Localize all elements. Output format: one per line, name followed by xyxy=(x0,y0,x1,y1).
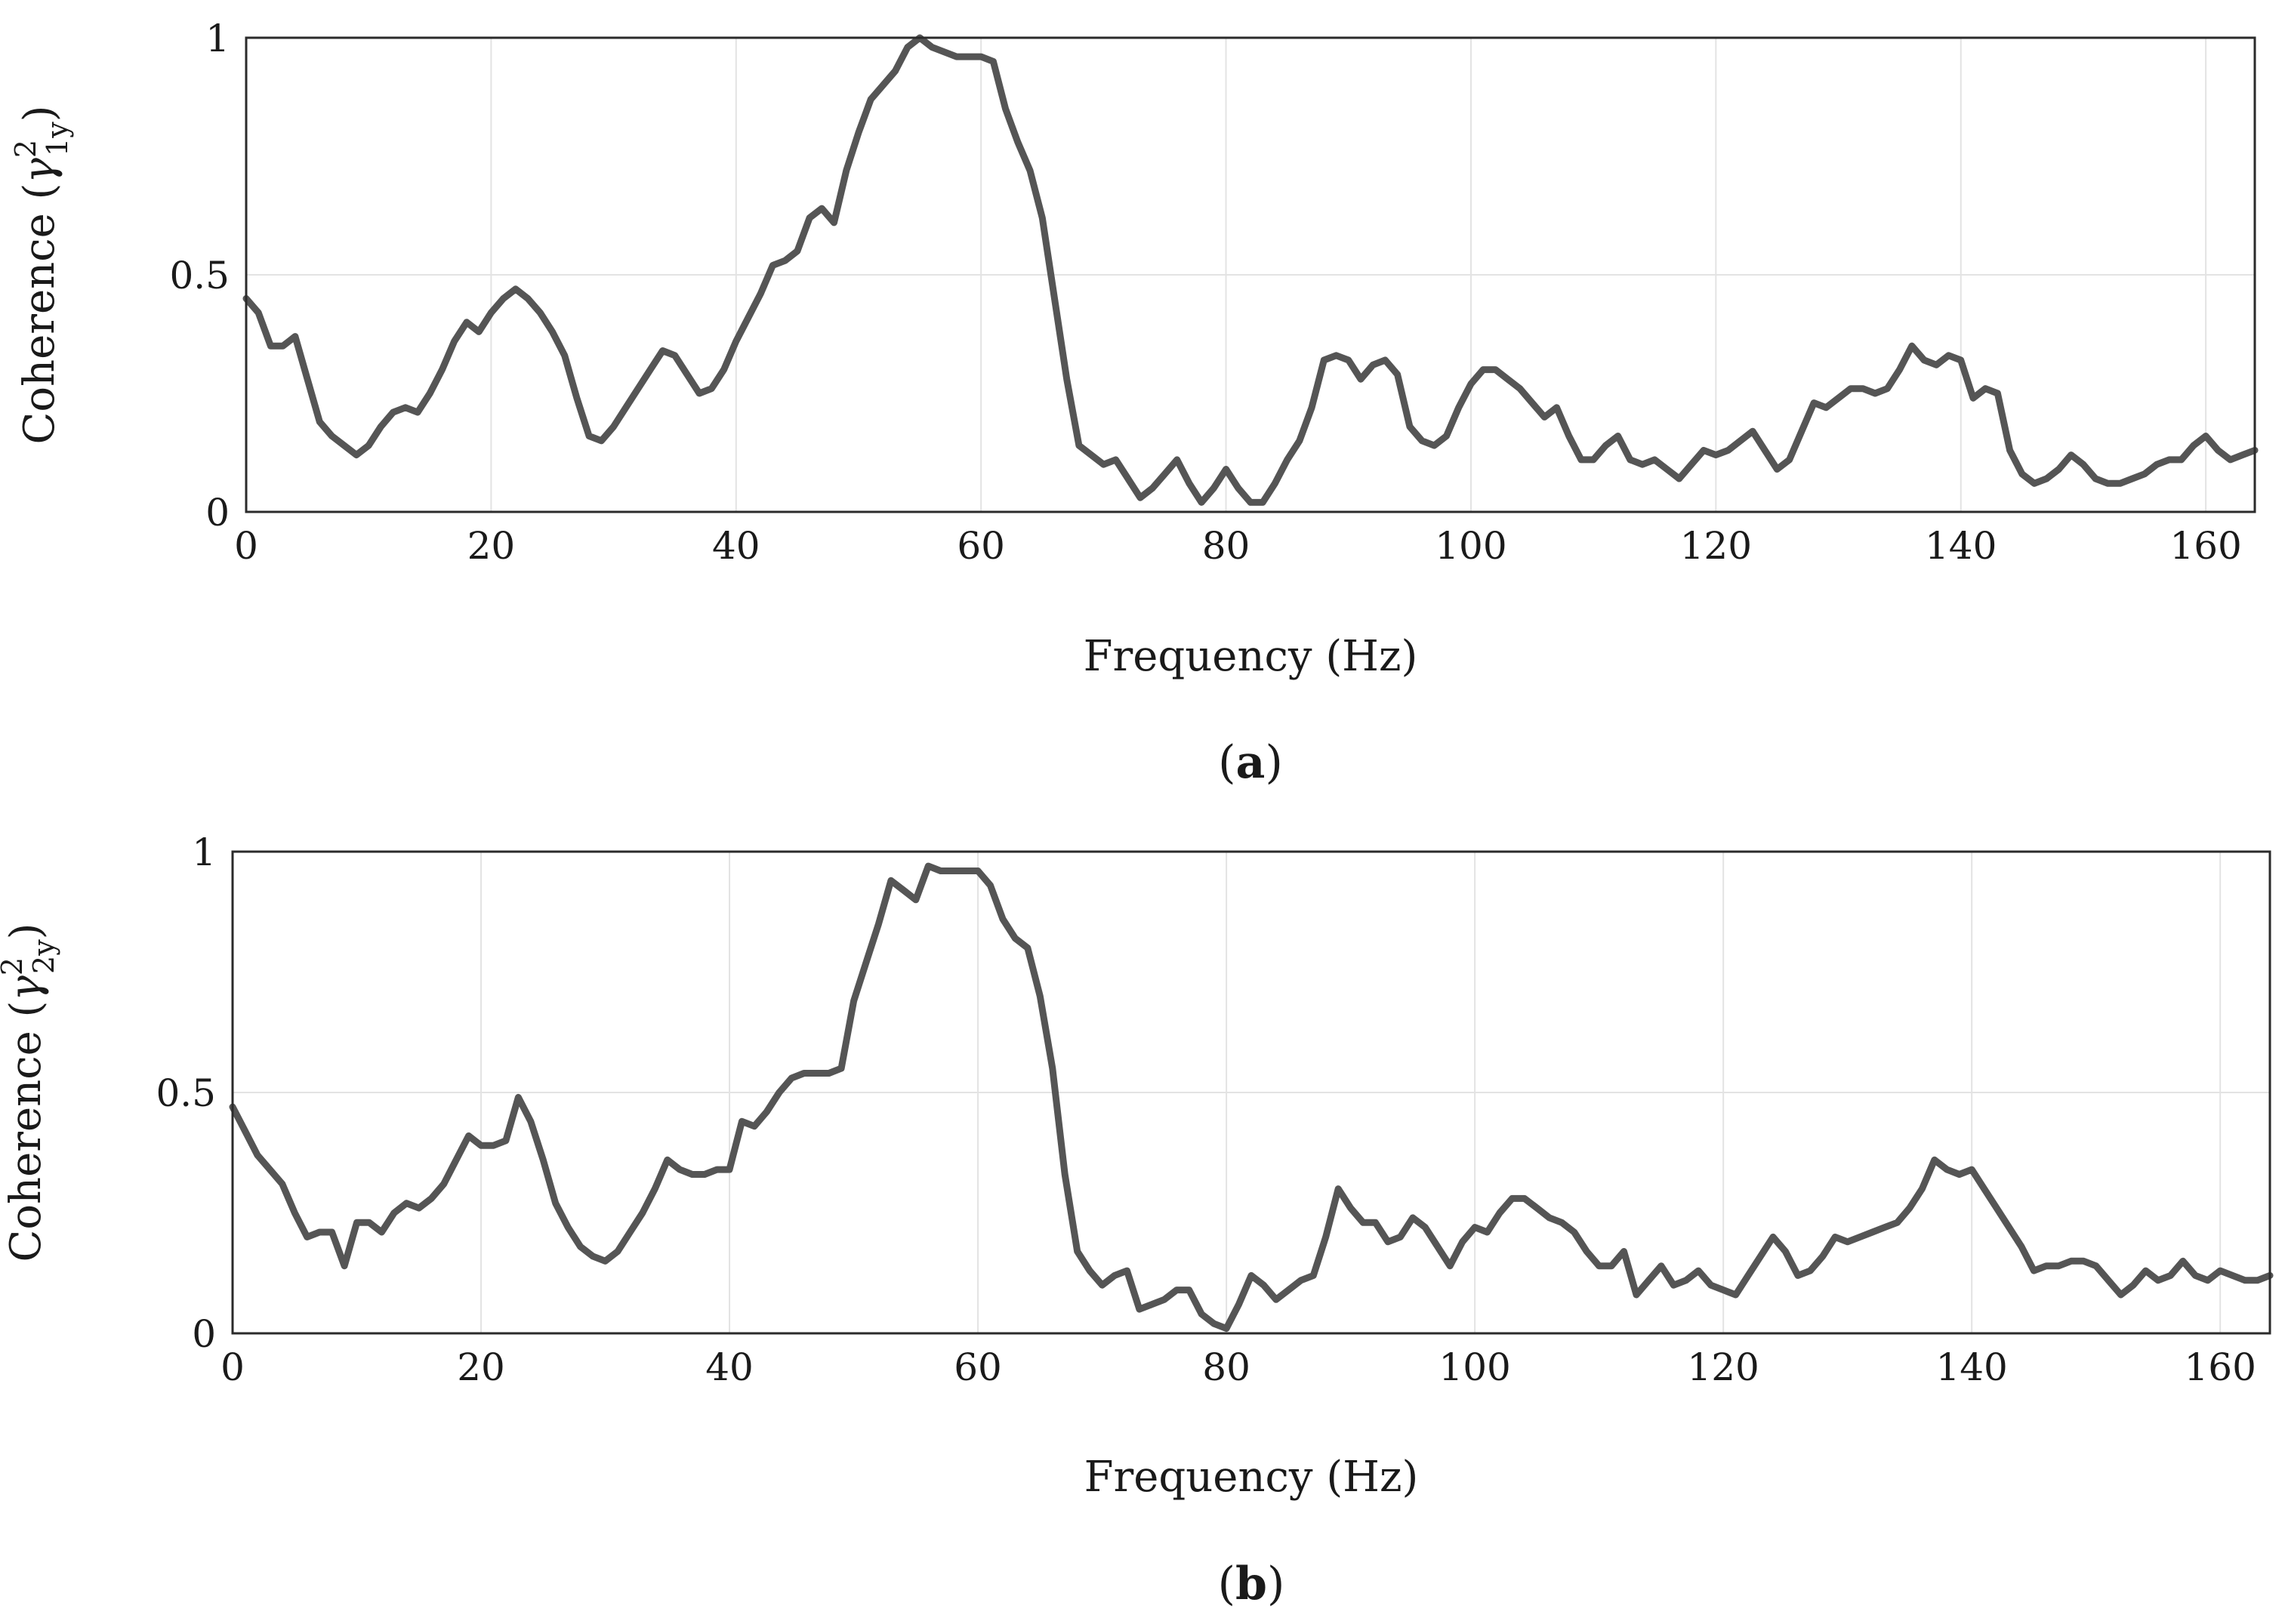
x-tick-label-a-5: 100 xyxy=(1435,524,1506,568)
x-tick-label-a-1: 20 xyxy=(467,524,516,568)
y-label-sub-a: 1y xyxy=(41,122,74,156)
x-tick-label-b-7: 140 xyxy=(1935,1345,2007,1389)
x-tick-label-a-6: 120 xyxy=(1680,524,1752,568)
x-tick-label-b-0: 0 xyxy=(220,1345,245,1389)
chart-panel-a: 0 20 40 60 80 100 120 140 160 0 0.5 1 Frequency (Hz… xyxy=(9,17,2259,789)
x-tick-label-a-0: 0 xyxy=(234,524,258,568)
chart-panel-b: 0 20 40 60 80 100 120 140 160 0 0.5 1 Frequency (Hz… xyxy=(0,830,2274,1610)
gridlines-a xyxy=(245,37,2255,513)
x-tick-label-b-1: 20 xyxy=(457,1345,505,1389)
y-axis-label-a: Coherence (γ21y) xyxy=(9,105,74,444)
y-tick-label-b-2: 1 xyxy=(192,830,216,874)
x-axis-label-b: Frequency (Hz) xyxy=(1084,1453,1419,1502)
y-tick-label-b-1: 0.5 xyxy=(156,1071,216,1115)
plot-frame-a xyxy=(245,36,2256,513)
tick-labels-a: 0 20 40 60 80 100 120 140 160 0 0.5 1 xyxy=(169,17,2241,568)
y-label-prefix-a: Coherence ( xyxy=(15,183,64,445)
y-label-prefix-b: Coherence ( xyxy=(2,1001,51,1262)
gridlines-b xyxy=(232,851,2270,1334)
coherence-line-b xyxy=(229,862,2274,1333)
x-tick-label-b-6: 120 xyxy=(1687,1345,1759,1389)
y-label-sup-a: 2 xyxy=(9,140,42,158)
x-tick-label-a-7: 140 xyxy=(1925,524,1997,568)
y-label-sup-b: 2 xyxy=(0,957,29,975)
coherence-line-a xyxy=(242,34,2259,506)
y-tick-label-a-2: 1 xyxy=(205,17,230,60)
x-tick-label-a-2: 40 xyxy=(712,524,760,568)
caption-letter-b: b xyxy=(1235,1558,1267,1610)
y-label-symbol-a: γ xyxy=(15,158,64,183)
y-label-suffix-a: ) xyxy=(15,105,64,122)
y-tick-label-a-0: 0 xyxy=(205,491,230,535)
y-tick-label-b-0: 0 xyxy=(192,1312,216,1356)
y-tick-label-a-1: 0.5 xyxy=(169,254,230,297)
x-tick-label-b-4: 80 xyxy=(1202,1345,1250,1389)
y-label-suffix-b: ) xyxy=(2,923,51,939)
panel-caption-b: (b) xyxy=(1218,1558,1285,1610)
x-tick-label-a-3: 60 xyxy=(957,524,1005,568)
x-tick-label-b-2: 40 xyxy=(705,1345,754,1389)
x-tick-label-b-5: 100 xyxy=(1439,1345,1510,1389)
tick-labels-b: 0 20 40 60 80 100 120 140 160 0 0.5 1 xyxy=(156,830,2256,1389)
x-tick-label-b-8: 160 xyxy=(2184,1345,2256,1389)
y-label-symbol-b: γ xyxy=(2,975,51,1001)
y-label-sub-b: 2y xyxy=(27,939,60,974)
x-tick-label-a-8: 160 xyxy=(2169,524,2241,568)
plot-frame-b xyxy=(231,850,2271,1335)
x-axis-label-a: Frequency (Hz) xyxy=(1084,632,1418,681)
x-tick-label-a-4: 80 xyxy=(1202,524,1250,568)
panel-caption-a: (a) xyxy=(1218,736,1283,789)
y-axis-label-b: Coherence (γ22y) xyxy=(0,923,60,1262)
x-tick-label-b-3: 60 xyxy=(954,1345,1002,1389)
caption-letter-a: a xyxy=(1236,736,1266,789)
